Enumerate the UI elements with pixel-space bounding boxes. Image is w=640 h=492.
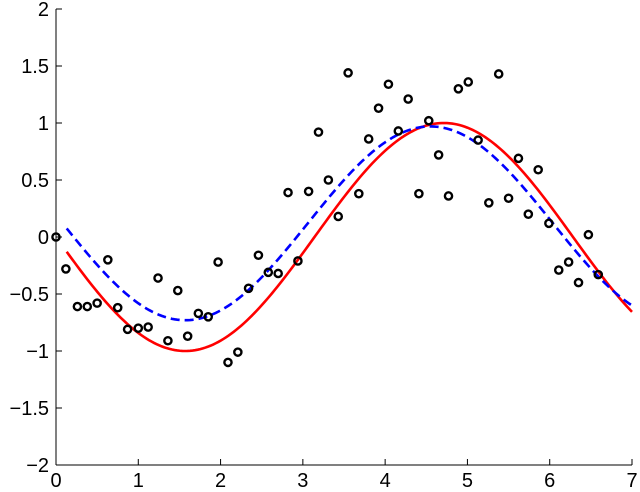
data-point <box>163 335 173 346</box>
data-point <box>423 115 434 126</box>
y-tick-label: −1 <box>26 341 49 363</box>
x-tick-label: 1 <box>133 470 144 492</box>
data-point <box>223 357 233 368</box>
data-point <box>182 331 193 341</box>
data-point <box>243 283 254 294</box>
data-point <box>433 150 444 160</box>
data-point <box>583 229 594 240</box>
data-point <box>263 267 274 278</box>
data-point <box>203 311 214 322</box>
x-tick-label: 0 <box>50 470 61 492</box>
y-tick-label: 1 <box>38 113 49 135</box>
data-point <box>213 257 223 267</box>
y-tick-label: 2 <box>38 0 49 21</box>
data-point <box>393 126 404 136</box>
x-tick-label: 3 <box>297 470 308 492</box>
data-point <box>354 188 364 199</box>
data-point <box>383 79 394 90</box>
data-point <box>103 254 113 265</box>
data-point <box>503 193 514 204</box>
data-point <box>143 322 153 332</box>
y-tick-label: 1.5 <box>21 56 49 78</box>
x-tick-label: 5 <box>462 470 473 492</box>
data-point <box>61 264 71 274</box>
data-point <box>72 301 83 312</box>
data-point <box>82 301 93 312</box>
data-point <box>533 164 543 175</box>
data-point <box>553 265 564 275</box>
data-point <box>513 153 524 164</box>
data-point <box>133 323 144 334</box>
data-point <box>233 347 243 357</box>
data-point <box>323 175 334 185</box>
data-point <box>343 68 353 78</box>
x-tick-label: 7 <box>626 470 637 492</box>
data-point <box>153 273 163 283</box>
data-point <box>453 84 464 94</box>
data-point <box>484 197 494 208</box>
data-point <box>403 94 413 104</box>
data-point <box>523 209 534 219</box>
data-point <box>122 324 133 335</box>
data-point <box>293 256 303 266</box>
data-point <box>414 188 424 199</box>
data-point <box>493 69 504 79</box>
y-tick-label: 0.5 <box>21 170 49 192</box>
data-point <box>51 232 61 242</box>
data-point <box>443 191 454 201</box>
data-point <box>193 308 204 319</box>
data-point <box>253 250 264 261</box>
y-tick-label: −2 <box>26 455 49 477</box>
x-tick-label: 4 <box>380 470 391 492</box>
data-point <box>544 218 554 229</box>
data-point <box>373 103 384 113</box>
data-point <box>573 277 584 288</box>
data-point <box>112 302 123 313</box>
data-point <box>303 186 314 197</box>
dashed-fit-curve <box>65 125 633 322</box>
data-point <box>92 298 102 308</box>
y-tick-label: −1.5 <box>10 398 49 420</box>
plot-area: 21.510.50−0.5−1−1.5−20 1 2 3 4 5 6 7 <box>10 0 638 492</box>
data-point <box>273 268 283 279</box>
data-point <box>563 257 574 267</box>
data-point <box>473 135 483 145</box>
data-point <box>593 269 604 280</box>
x-tick-label: 2 <box>215 470 226 492</box>
data-point <box>463 77 474 87</box>
data-point <box>333 211 344 222</box>
y-tick-label: −0.5 <box>10 284 49 306</box>
solid-true-curve <box>65 121 633 353</box>
data-point <box>363 134 374 144</box>
data-point <box>313 127 324 137</box>
data-point <box>172 285 183 296</box>
data-point <box>283 187 293 198</box>
x-tick-label: 6 <box>544 470 555 492</box>
y-tick-label: 0 <box>38 227 49 249</box>
